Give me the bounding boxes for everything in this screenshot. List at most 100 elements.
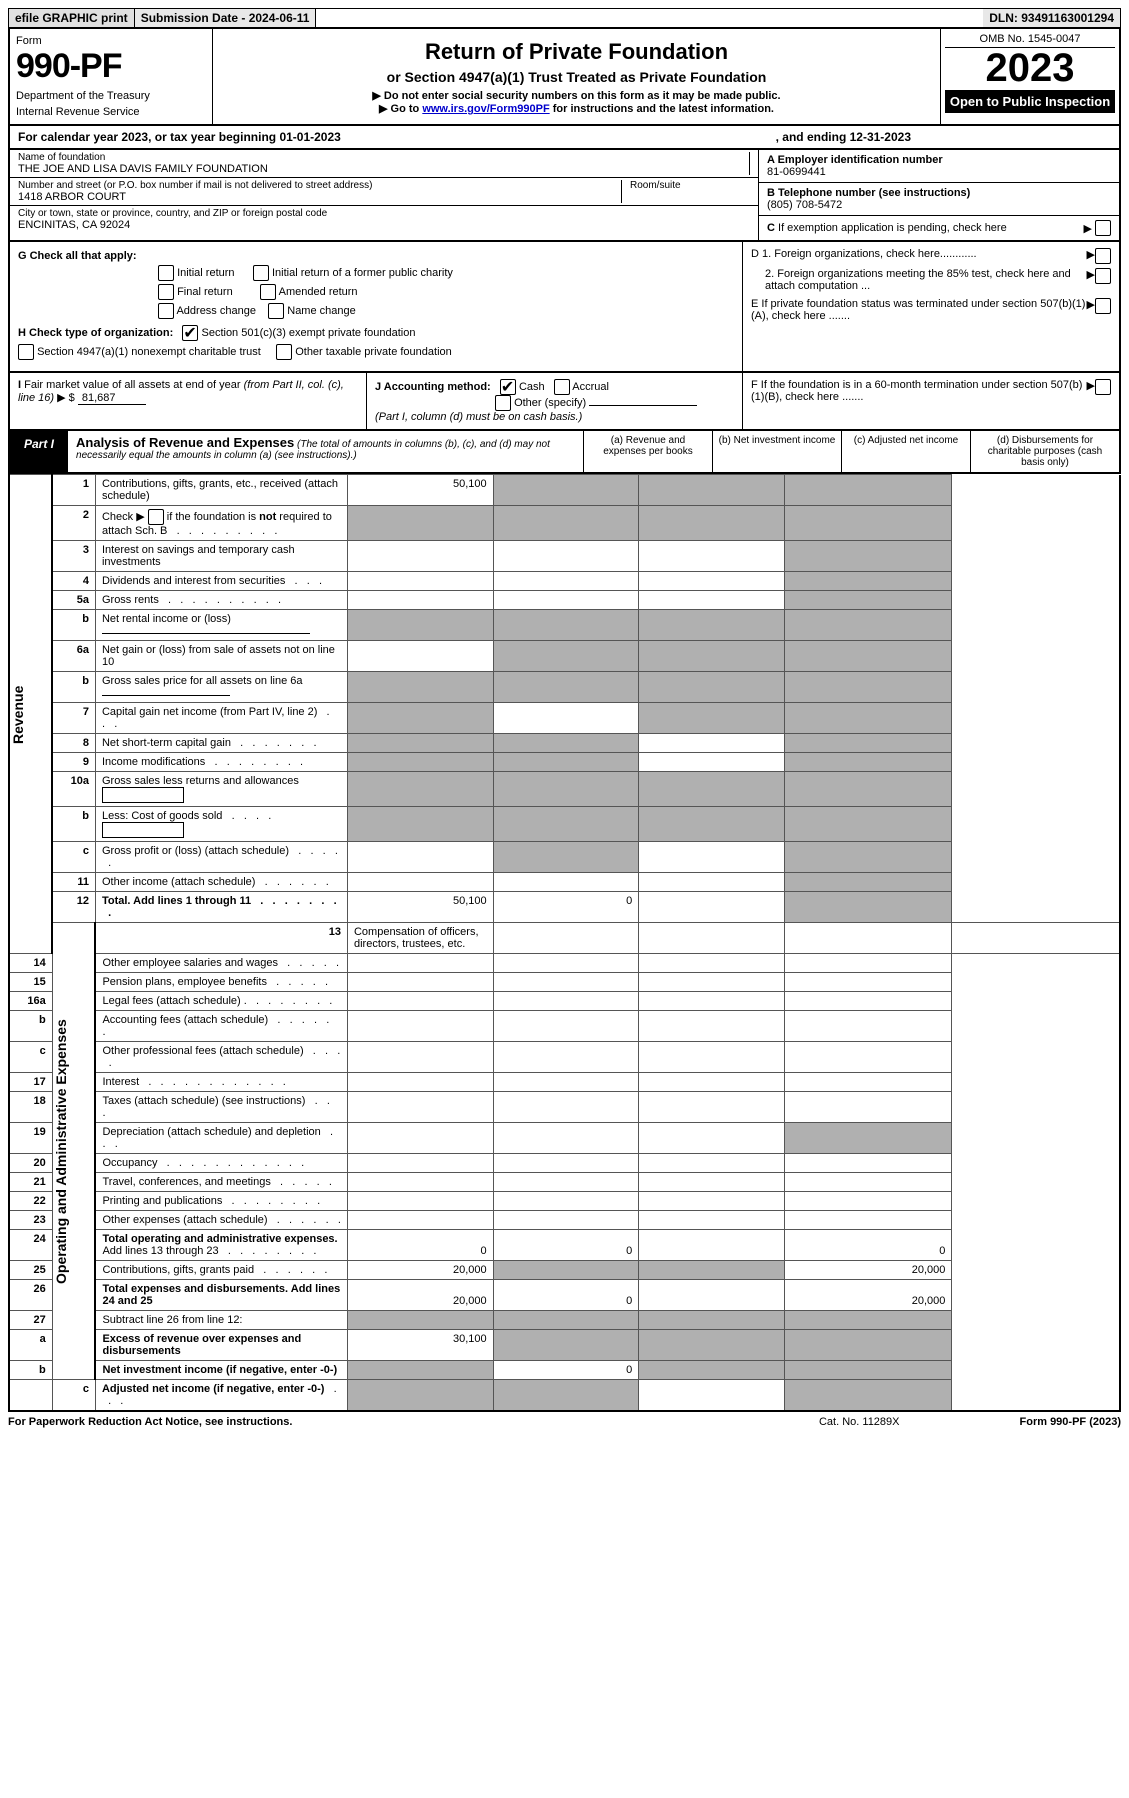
irs-link[interactable]: www.irs.gov/Form990PF (422, 103, 549, 115)
i-value: 81,687 (78, 392, 146, 405)
row-5a: Gross rents . . . . . . . . . . (95, 591, 347, 610)
irs: Internal Revenue Service (16, 106, 206, 118)
row-9: Income modifications . . . . . . . . (95, 753, 347, 772)
row-27c: Adjusted net income (if negative, enter … (95, 1380, 347, 1412)
checkbox-amended[interactable] (260, 284, 276, 300)
row-7: Capital gain net income (from Part IV, l… (95, 703, 347, 734)
top-bar: efile GRAPHIC print Submission Date - 20… (8, 8, 1121, 28)
checkbox-d1[interactable] (1095, 248, 1111, 264)
address-label: Number and street (or P.O. box number if… (18, 180, 613, 191)
r24-d: 0 (784, 1230, 952, 1261)
form-label: Form (16, 35, 206, 47)
row-27b: Net investment income (if negative, ente… (95, 1361, 347, 1380)
checks-block: G Check all that apply: Initial return I… (8, 242, 1121, 373)
arrow-icon: ▶ (1083, 222, 1091, 235)
checkbox-schb[interactable] (148, 509, 164, 525)
row-6b: Gross sales price for all assets on line… (95, 672, 347, 703)
r27b-val: 0 (493, 1361, 639, 1380)
row-14: Other employee salaries and wages . . . … (95, 954, 347, 973)
open-public: Open to Public Inspection (945, 90, 1115, 113)
row-3: Interest on savings and temporary cash i… (95, 541, 347, 572)
efile-label: efile GRAPHIC print (9, 9, 135, 27)
row-8: Net short-term capital gain . . . . . . … (95, 734, 347, 753)
checkbox-c[interactable] (1095, 220, 1111, 236)
part1-table: Revenue 1Contributions, gifts, grants, e… (8, 474, 1121, 1412)
checkbox-other[interactable] (495, 395, 511, 411)
checkbox-name[interactable] (268, 303, 284, 319)
row-16a: Legal fees (attach schedule) . . . . . .… (95, 992, 347, 1011)
room-label: Room/suite (630, 180, 750, 191)
part1-header: Part I Analysis of Revenue and Expenses … (8, 431, 1121, 474)
j-note: (Part I, column (d) must be on cash basi… (375, 411, 582, 423)
address-change: Address change (176, 305, 256, 317)
e-label: E If private foundation status was termi… (751, 298, 1087, 322)
pra-notice: For Paperwork Reduction Act Notice, see … (8, 1416, 292, 1428)
row-1: Contributions, gifts, grants, etc., rece… (95, 475, 347, 506)
city: ENCINITAS, CA 92024 (18, 219, 750, 231)
checkbox-f[interactable] (1095, 379, 1111, 395)
row-4: Dividends and interest from securities .… (95, 572, 347, 591)
row-18: Taxes (attach schedule) (see instruction… (95, 1092, 347, 1123)
r24-a: 0 (347, 1230, 493, 1261)
checkbox-other-tax[interactable] (276, 344, 292, 360)
phone-value: (805) 708-5472 (767, 199, 1111, 211)
form-title: Return of Private Foundation (219, 39, 934, 65)
row-10b: Less: Cost of goods sold . . . . (95, 807, 347, 842)
ijf-block: I Fair market value of all assets at end… (8, 373, 1121, 431)
submission-date: Submission Date - 2024-06-11 (135, 9, 317, 27)
row-25: Contributions, gifts, grants paid . . . … (95, 1261, 347, 1280)
checkbox-address[interactable] (158, 303, 174, 319)
form-header: Form 990-PF Department of the Treasury I… (8, 28, 1121, 126)
cash-label: Cash (519, 381, 545, 393)
checkbox-final[interactable] (158, 284, 174, 300)
other-taxable: Other taxable private foundation (295, 346, 452, 358)
row-10a: Gross sales less returns and allowances (95, 772, 347, 807)
note-ssn: ▶ Do not enter social security numbers o… (219, 89, 934, 102)
r26-b: 0 (493, 1280, 639, 1311)
note-link: ▶ Go to www.irs.gov/Form990PF for instru… (219, 102, 934, 115)
checkbox-e[interactable] (1095, 298, 1111, 314)
col-b-head: (b) Net investment income (713, 431, 842, 472)
foundation-name: THE JOE AND LISA DAVIS FAMILY FOUNDATION (18, 163, 741, 175)
form-number: 990-PF (16, 47, 206, 86)
ein-label: A Employer identification number (767, 154, 943, 166)
name-of-foundation-label: Name of foundation (18, 152, 741, 163)
checkbox-initial-former[interactable] (253, 265, 269, 281)
accrual-label: Accrual (572, 381, 609, 393)
row-2: Check ▶ if the foundation is not require… (95, 506, 347, 541)
row-26: Total expenses and disbursements. Add li… (95, 1280, 347, 1311)
initial-former: Initial return of a former public charit… (272, 267, 453, 279)
row-16b: Accounting fees (attach schedule) . . . … (95, 1011, 347, 1042)
r26-d: 20,000 (784, 1280, 952, 1311)
r27a-val: 30,100 (347, 1330, 493, 1361)
note2-pre: ▶ Go to (379, 103, 422, 115)
row-24: Total operating and administrative expen… (95, 1230, 347, 1261)
checkbox-d2[interactable] (1095, 268, 1111, 284)
row-11: Other income (attach schedule) . . . . .… (95, 873, 347, 892)
other-specify: Other (specify) (514, 397, 586, 409)
name-change: Name change (287, 305, 356, 317)
checkbox-initial[interactable] (158, 265, 174, 281)
row-17: Interest . . . . . . . . . . . . (95, 1073, 347, 1092)
initial-return: Initial return (177, 267, 234, 279)
r1-a: 50,100 (347, 475, 493, 506)
checkbox-cash[interactable] (500, 379, 516, 395)
r25-a: 20,000 (347, 1261, 493, 1280)
info-block: Name of foundation THE JOE AND LISA DAVI… (8, 150, 1121, 242)
checkbox-accrual[interactable] (554, 379, 570, 395)
i-label: I Fair market value of all assets at end… (18, 379, 358, 391)
row-5b: Net rental income or (loss) (95, 610, 347, 641)
col-a-head: (a) Revenue and expenses per books (584, 431, 713, 472)
ein-value: 81-0699441 (767, 166, 1111, 178)
city-label: City or town, state or province, country… (18, 208, 750, 219)
row-19: Depreciation (attach schedule) and deple… (95, 1123, 347, 1154)
form-no: Form 990-PF (2023) (1020, 1416, 1122, 1428)
amended-return: Amended return (279, 286, 358, 298)
checkbox-501c3[interactable] (182, 325, 198, 341)
part1-title: Analysis of Revenue and Expenses (76, 435, 294, 450)
row-27a: Excess of revenue over expenses and disb… (95, 1330, 347, 1361)
checkbox-4947[interactable] (18, 344, 34, 360)
part1-label: Part I (10, 431, 68, 472)
row-16c: Other professional fees (attach schedule… (95, 1042, 347, 1073)
tax-year-row: For calendar year 2023, or tax year begi… (8, 126, 1121, 150)
